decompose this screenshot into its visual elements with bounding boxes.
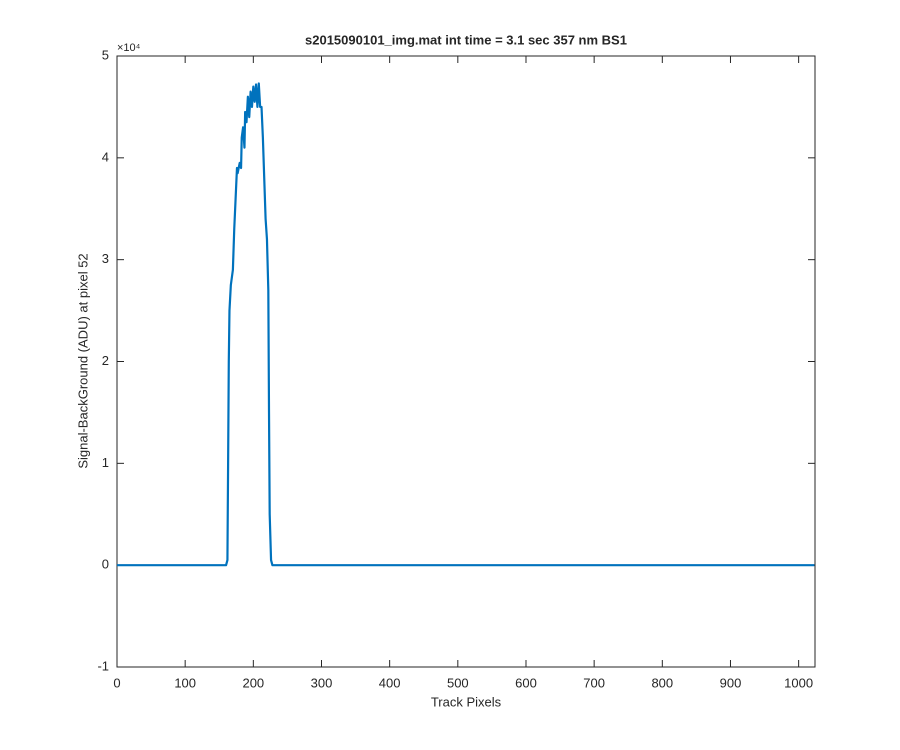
y-tick-label: 2 [102,353,109,368]
x-tick-label: 600 [515,675,537,690]
y-tick-label: 1 [102,455,109,470]
x-tick-label: 900 [720,675,742,690]
y-axis-label: Signal-BackGround (ADU) at pixel 52 [75,253,90,468]
y-tick-label: 0 [102,557,109,572]
x-axis-label: Track Pixels [431,694,502,709]
x-tick-label: 500 [447,675,469,690]
x-tick-label: 0 [113,675,120,690]
x-tick-label: 300 [311,675,333,690]
chart-title: s2015090101_img.mat int time = 3.1 sec 3… [305,32,627,47]
y-tick-label: -1 [97,658,109,673]
x-tick-label: 200 [242,675,264,690]
x-tick-label: 100 [174,675,196,690]
x-tick-label: 700 [583,675,605,690]
x-tick-label: 800 [651,675,673,690]
y-exponent: ×10⁴ [117,42,141,54]
data-line [117,82,815,567]
y-tick-label: 3 [102,251,109,266]
y-tick-label: 4 [102,149,109,164]
y-tick-label: 5 [102,47,109,62]
x-tick-label: 400 [379,675,401,690]
x-tick-label: 1000 [784,675,813,690]
